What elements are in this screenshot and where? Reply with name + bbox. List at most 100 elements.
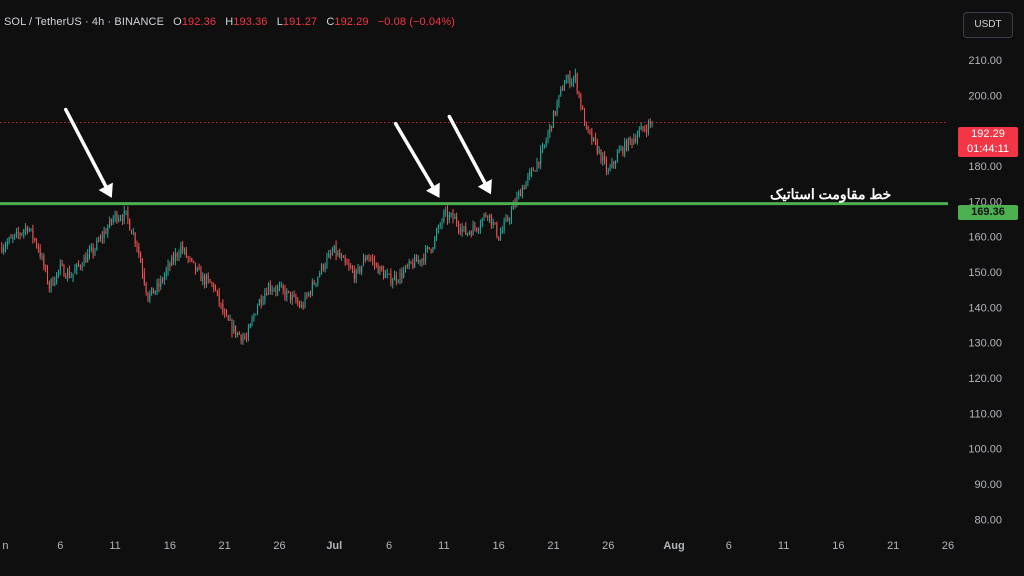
- candle-body: [101, 236, 103, 239]
- candle-body: [635, 138, 637, 142]
- candle-body: [313, 281, 315, 285]
- candle-body: [567, 75, 569, 80]
- candle-body: [109, 219, 111, 228]
- currency-button[interactable]: USDT: [963, 12, 1013, 38]
- x-tick-label: Aug: [663, 540, 684, 552]
- candle-body: [277, 287, 279, 292]
- candle-body: [339, 253, 341, 258]
- candle-body: [269, 284, 271, 291]
- candle-body: [485, 214, 487, 217]
- x-tick-label: 26: [942, 540, 954, 552]
- candle-body: [532, 169, 534, 172]
- candle-body: [647, 122, 649, 133]
- candle-body: [211, 282, 213, 284]
- candle-body: [149, 293, 151, 301]
- candle-body: [620, 147, 622, 150]
- candle-body: [481, 218, 483, 225]
- candle-body: [158, 283, 160, 287]
- candle-body: [174, 253, 176, 261]
- candle-body: [30, 228, 32, 230]
- candle-body: [361, 265, 363, 272]
- candle-body: [563, 83, 565, 91]
- candle-body: [288, 290, 290, 292]
- candle-body: [417, 259, 419, 262]
- arrow-shaft: [64, 107, 108, 189]
- candle-body: [499, 233, 501, 241]
- candle-body: [10, 237, 12, 239]
- candle-body: [45, 266, 47, 269]
- symbol-legend: SOL / TetherUS · 4h · BINANCE O192.36 H1…: [4, 16, 455, 28]
- candle-body: [594, 137, 596, 142]
- candle-body: [394, 275, 396, 281]
- candle-body: [441, 221, 443, 225]
- candle-body: [140, 253, 142, 263]
- candle-body: [492, 222, 494, 225]
- x-axis[interactable]: n 6 11 16 21 26 Jul 6 11 16 21 26 Aug 6 11 16 21 26: [2, 540, 954, 552]
- candle-body: [59, 264, 61, 271]
- x-tick-label: 26: [273, 540, 285, 552]
- candle-body: [430, 248, 432, 251]
- candle-body: [399, 272, 401, 281]
- candle-body: [342, 256, 344, 258]
- candle-body: [436, 231, 438, 238]
- candle-body: [516, 196, 518, 205]
- candle-body: [472, 225, 474, 236]
- candle-body: [421, 258, 423, 263]
- x-tick-label: 6: [386, 540, 392, 552]
- candle-body: [366, 256, 368, 261]
- candle-body: [94, 249, 96, 254]
- candle-body: [207, 276, 209, 280]
- candle-body: [247, 328, 249, 338]
- candle-body: [227, 315, 229, 321]
- candle-body: [626, 141, 628, 151]
- candle-body: [48, 282, 50, 289]
- candle-body: [344, 257, 346, 263]
- candle-body: [364, 258, 366, 261]
- symbol-title[interactable]: SOL / TetherUS · 4h · BINANCE: [4, 16, 165, 28]
- candle-body: [370, 258, 372, 260]
- candle-body: [311, 281, 313, 295]
- candle-body: [631, 139, 633, 144]
- candle-body: [19, 234, 21, 236]
- candle-body: [218, 292, 220, 304]
- last-price-badge: 192.29 01:44:11: [958, 127, 1018, 157]
- candle-body: [79, 265, 81, 267]
- candle-body: [638, 130, 640, 136]
- candle-body: [328, 253, 330, 258]
- candle-body: [337, 253, 339, 256]
- candle-body: [434, 237, 436, 249]
- candle-body: [496, 223, 498, 237]
- y-axis[interactable]: 220.00210.00200.00190.00180.00170.00160.…: [968, 20, 1002, 527]
- candle-body: [193, 260, 195, 263]
- candle-body: [651, 122, 653, 124]
- candle-body: [432, 248, 434, 251]
- candle-body: [538, 161, 540, 165]
- candle-body: [306, 295, 308, 297]
- candle-body: [127, 210, 129, 220]
- candle-body: [362, 258, 364, 266]
- candle-body: [147, 292, 149, 301]
- candle-body: [381, 266, 383, 271]
- candle-body: [456, 216, 458, 224]
- candle-body: [377, 264, 379, 274]
- candle-body: [554, 111, 556, 114]
- candle-body: [8, 237, 10, 243]
- candle-body: [105, 231, 107, 234]
- candle-body: [642, 126, 644, 130]
- candle-body: [490, 214, 492, 225]
- candle-body: [37, 246, 39, 250]
- candle-body: [335, 245, 337, 256]
- candle-body: [448, 214, 450, 220]
- candle-body: [439, 224, 441, 226]
- candle-body: [21, 233, 23, 235]
- candle-body: [286, 290, 288, 298]
- candle-body: [518, 191, 520, 197]
- candle-body: [173, 256, 175, 261]
- candle-body: [23, 230, 25, 234]
- candle-body: [574, 74, 576, 79]
- candle-body: [454, 216, 456, 220]
- candle-body: [397, 280, 399, 282]
- candle-body: [390, 274, 392, 284]
- candle-body: [151, 287, 153, 294]
